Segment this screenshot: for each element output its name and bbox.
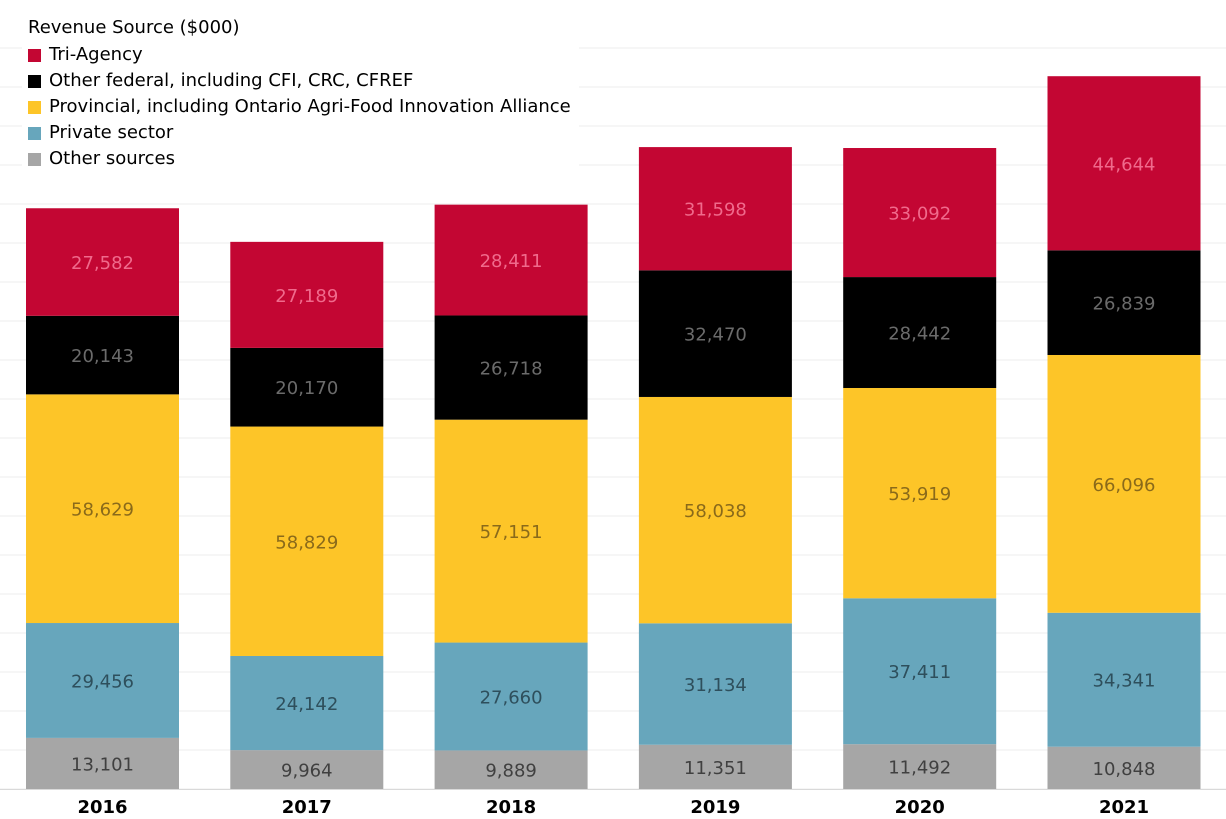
data-label: 58,829 [275,532,338,553]
bar-segment [26,623,179,738]
legend-label: Other federal, including CFI, CRC, CFREF [49,70,414,91]
data-label: 13,101 [71,754,134,775]
legend-item-tri-agency: Tri-Agency [28,42,571,68]
x-tick-label: 2017 [282,797,332,818]
data-label: 29,456 [71,671,134,692]
data-label: 66,096 [1093,475,1156,496]
bar-segment [843,387,997,599]
bar-segment [230,241,384,348]
bar-segment [230,347,384,427]
bar-segment [843,744,997,789]
legend-label: Provincial, including Ontario Agri-Food … [49,96,571,117]
legend-title: Revenue Source ($000) [28,17,240,38]
legend-item-other-federal: Other federal, including CFI, CRC, CFREF [28,68,571,94]
data-label: 27,189 [275,286,338,307]
legend-swatch [28,152,41,166]
bars [26,76,1201,789]
bar-segment [230,655,384,751]
x-tick-label: 2021 [1099,797,1149,818]
bar-segment [638,744,792,789]
legend-item-private-sector: Private sector [28,120,571,146]
bar-segment [434,204,588,316]
x-tick-label: 2018 [486,797,536,818]
bar-segment [26,737,179,789]
bar-segment [1047,612,1201,747]
bar-segment [434,419,588,643]
x-tick-label: 2020 [895,797,945,818]
data-label: 31,134 [684,675,747,696]
bar-segment [26,208,179,316]
legend-label: Other sources [49,148,175,169]
data-label: 58,629 [71,500,134,521]
legend-label: Private sector [49,122,174,143]
legend-swatch [28,74,41,88]
bar-segment [843,277,997,388]
x-tick-label: 2019 [690,797,740,818]
bar-segment [434,750,588,789]
legend: Revenue Source ($000) Tri-Agency Other f… [22,10,579,176]
bar-segment [843,598,997,745]
data-label: 10,848 [1093,759,1156,780]
bar-segment [26,394,179,624]
data-label: 20,143 [71,346,134,367]
bar-segment [1047,250,1201,355]
data-label: 9,964 [281,761,333,782]
data-label: 11,351 [684,758,747,779]
data-label: 58,038 [684,501,747,522]
data-label: 33,092 [888,204,951,225]
data-label: 37,411 [888,662,951,683]
bar-segment [230,750,384,789]
bar-segment [1047,354,1201,613]
bar-segment [1047,76,1201,251]
data-label: 24,142 [275,694,338,715]
bar-segment [1047,746,1201,789]
data-label: 26,839 [1093,294,1156,315]
bar-segment [638,270,792,397]
bar-segment [638,147,792,271]
legend-swatch [28,100,41,114]
bar-segment [843,148,997,278]
x-axis: 2016 2017 2018 2019 2020 2021 [0,789,1226,818]
data-label: 28,442 [888,324,951,345]
bar-segment [638,623,792,745]
data-label: 20,170 [275,378,338,399]
bar-segment [434,315,588,420]
data-label: 44,644 [1093,154,1156,175]
gridlines [0,47,1226,790]
data-label: 57,151 [480,522,543,543]
data-label: 31,598 [684,200,747,221]
data-label: 11,492 [888,758,951,779]
data-label: 32,470 [684,325,747,346]
data-label: 27,660 [480,687,543,708]
bar-segment [638,396,792,624]
bar-segment [26,315,179,395]
x-tick-label: 2016 [77,797,127,818]
legend-item-other-sources: Other sources [28,146,571,172]
data-label: 9,889 [485,761,537,782]
data-labels: 13,101 29,456 58,629 20,143 27,582 9,964 24,14… [71,154,1155,781]
data-label: 34,341 [1093,671,1156,692]
data-label: 28,411 [480,251,543,272]
legend-item-provincial: Provincial, including Ontario Agri-Food … [28,94,571,120]
legend-swatch [28,126,41,140]
legend-label: Tri-Agency [49,44,143,65]
data-label: 27,582 [71,253,134,274]
data-label: 26,718 [480,359,543,380]
data-label: 53,919 [888,484,951,505]
bar-segment [230,426,384,656]
bar-segment [434,642,588,751]
legend-swatch [28,48,41,62]
